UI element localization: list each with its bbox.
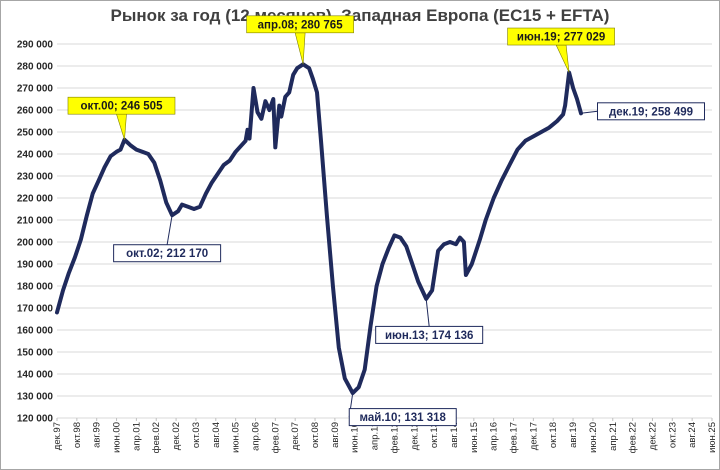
x-tick-label: июн.05 (231, 422, 242, 453)
x-tick-label: фев.22 (628, 422, 639, 453)
annotation-leader (580, 110, 598, 114)
y-tick-label: 240 000 (17, 150, 54, 161)
x-tick-label: авг.14 (449, 422, 460, 448)
x-tick-label: авг.04 (211, 422, 222, 448)
x-tick-label: фев.12 (389, 422, 400, 453)
y-tick-label: 250 000 (17, 128, 54, 139)
annotation-box (113, 244, 222, 263)
annotation-leader (166, 215, 173, 245)
annotation-box (246, 15, 354, 34)
y-tick-label: 180 000 (17, 282, 54, 293)
x-axis-ticks: дек.97 окт.98 авг.99 июн.00 апр.01 фев.02 дек.… (52, 418, 718, 453)
annotation-callout: окт.02; 212 170 (113, 215, 222, 263)
x-tick-label: апр.06 (250, 422, 261, 451)
annotation-box (348, 408, 457, 427)
annotation-label: дек.19; 258 499 (609, 106, 693, 118)
x-tick-label: авг.09 (330, 422, 341, 448)
y-tick-label: 160 000 (17, 326, 54, 337)
x-tick-label: окт.13 (429, 422, 440, 448)
x-tick-label: апр.21 (608, 422, 619, 451)
annotation-leader (425, 298, 430, 327)
x-tick-label: апр.01 (131, 422, 142, 451)
annotation-label: июн.19; 277 029 (517, 32, 605, 44)
x-tick-label: авг.24 (687, 422, 698, 448)
x-tick-label: фев.02 (151, 422, 162, 453)
x-tick-label: июн.00 (112, 422, 123, 453)
x-tick-label: июн.20 (588, 422, 599, 453)
y-tick-label: 290 000 (17, 40, 54, 51)
annotation-callout: май.10; 131 318 (348, 393, 457, 427)
annotation-pointer (555, 44, 570, 73)
x-tick-label: окт.08 (310, 422, 321, 448)
x-tick-label: окт.98 (72, 422, 83, 448)
y-tick-label: 170 000 (17, 304, 54, 315)
y-tick-label: 230 000 (17, 172, 54, 183)
annotation-callout: апр.08; 280 765 (246, 15, 354, 65)
x-tick-label: июн.10 (350, 422, 361, 453)
x-tick-label: дек.22 (647, 422, 658, 450)
y-tick-label: 120 000 (17, 414, 54, 425)
x-tick-label: авг.19 (568, 422, 579, 448)
annotation-callout: июн.13; 174 136 (375, 298, 484, 344)
x-tick-label: апр.16 (489, 422, 500, 451)
annotation-box (67, 96, 176, 115)
chart-title: Рынок за год (12 месяцев), Западная Евро… (110, 6, 610, 25)
annotation-pointer (116, 113, 127, 140)
y-tick-label: 260 000 (17, 106, 54, 117)
x-tick-label: авг.99 (92, 422, 103, 448)
x-tick-label: дек.97 (52, 422, 63, 450)
annotation-box (375, 325, 484, 344)
annotation-pointer (294, 32, 306, 65)
x-tick-label: июн.15 (469, 422, 480, 453)
y-tick-label: 280 000 (17, 62, 54, 73)
x-tick-label: дек.12 (409, 422, 420, 450)
annotations: окт.00; 246 505 апр.08; 280 765 июн.19; 27… (67, 15, 705, 427)
x-tick-label: окт.23 (667, 422, 678, 448)
series-group (55, 62, 583, 396)
x-tick-label: фев.17 (509, 422, 520, 453)
series-line (55, 62, 583, 396)
x-tick-label: июн.25 (707, 422, 718, 453)
annotation-callout: дек.19; 258 499 (580, 102, 705, 121)
annotation-box (597, 102, 705, 121)
x-tick-label: дек.07 (290, 422, 301, 450)
annotation-callout: июн.19; 277 029 (507, 27, 615, 73)
x-tick-label: дек.17 (528, 422, 539, 450)
annotation-label: июн.13; 174 136 (385, 330, 473, 342)
annotation-box (507, 27, 615, 46)
annotation-label: апр.08; 280 765 (258, 19, 344, 31)
y-axis-ticks: 120 000 130 000 140 000 150 000 160 000 170 0… (17, 40, 54, 425)
annotation-label: окт.02; 212 170 (126, 248, 208, 260)
annotation-label: май.10; 131 318 (360, 412, 447, 424)
y-tick-label: 190 000 (17, 260, 54, 271)
x-tick-label: дек.02 (171, 422, 182, 450)
x-tick-label: окт.03 (191, 422, 202, 448)
y-tick-label: 210 000 (17, 216, 54, 227)
y-tick-label: 150 000 (17, 348, 54, 359)
y-tick-label: 270 000 (17, 84, 54, 95)
x-tick-label: окт.18 (548, 422, 559, 448)
x-tick-label: апр.11 (370, 422, 381, 450)
x-tick-label: фев.07 (270, 422, 281, 453)
annotation-callout: окт.00; 246 505 (67, 96, 176, 140)
y-tick-label: 140 000 (17, 370, 54, 381)
y-tick-label: 200 000 (17, 238, 54, 249)
y-tick-label: 220 000 (17, 194, 54, 205)
annotation-label: окт.00; 246 505 (80, 101, 163, 113)
y-tick-label: 130 000 (17, 392, 54, 403)
